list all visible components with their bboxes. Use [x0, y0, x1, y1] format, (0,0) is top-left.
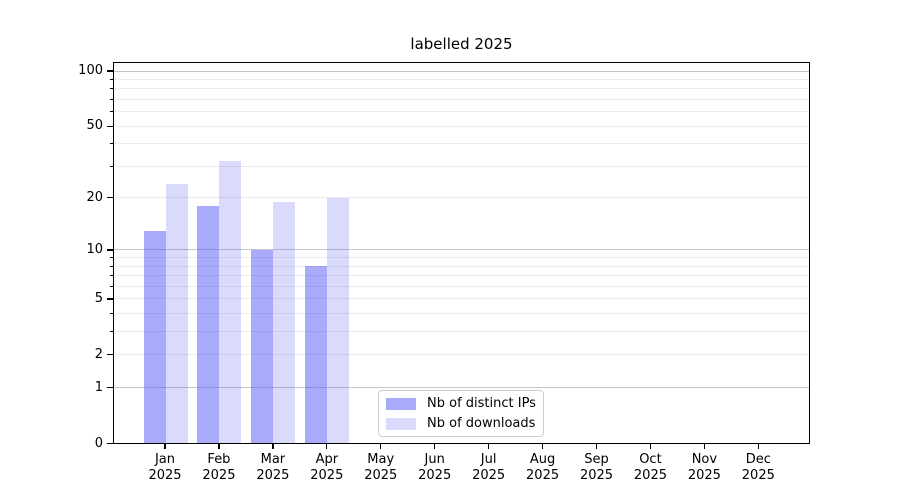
y-axis-minor-tick-2: [109, 354, 113, 356]
bar-nb-of-distinct-ips-mar-2025: [251, 250, 274, 444]
x-axis-tick-dec: [757, 443, 759, 449]
y-axis-tick-1: [107, 386, 113, 389]
legend-swatch-distinct-ips: [386, 397, 416, 410]
major-gridline-y-10: [113, 249, 810, 251]
bar-nb-of-distinct-ips-feb-2025: [197, 205, 220, 444]
y-axis-minor-tick-8: [109, 265, 113, 267]
y-axis-minor-tick-5: [109, 298, 113, 300]
legend-entry-downloads: Nb of downloads: [386, 416, 536, 431]
x-axis-tick-label-jan: Jan 2025: [148, 451, 182, 484]
x-axis-tick-label-apr: Apr 2025: [310, 451, 344, 484]
y-axis-minor-tick-20: [109, 197, 113, 199]
x-axis-tick-sep: [595, 443, 598, 449]
y-axis-tick-10: [107, 249, 113, 251]
x-axis-tick-label-aug: Aug 2025: [526, 451, 560, 484]
y-axis-minor-tick-9: [109, 257, 113, 259]
x-axis-tick-jun: [434, 443, 436, 449]
minor-gridline-y-3: [113, 331, 810, 333]
minor-gridline-y-50: [113, 125, 810, 127]
bar-nb-of-downloads-apr-2025: [327, 197, 350, 444]
y-axis-minor-tick-70: [109, 99, 113, 100]
y-axis-minor-tick-4: [109, 313, 113, 315]
bar-nb-of-distinct-ips-jan-2025: [143, 230, 166, 444]
bar-nb-of-downloads-feb-2025: [219, 161, 242, 444]
x-axis-tick-may: [380, 443, 382, 449]
x-axis-tick-feb: [218, 443, 220, 449]
legend-swatch-downloads: [386, 417, 416, 430]
minor-gridline-y-30: [113, 165, 810, 167]
y-axis-minor-tick-7: [109, 275, 113, 277]
major-gridline-y-100: [113, 70, 810, 72]
x-axis-tick-label-mar: Mar 2025: [256, 451, 290, 484]
x-axis-tick-nov: [703, 443, 706, 449]
x-axis-tick-label-dec: Dec 2025: [741, 451, 775, 484]
y-axis-tick-label-100: 100: [78, 63, 103, 79]
y-axis-tick-0: [107, 442, 113, 445]
legend-label-downloads: Nb of downloads: [427, 416, 536, 431]
y-axis-tick-label-50: 50: [86, 118, 103, 134]
y-axis-minor-tick-3: [109, 331, 113, 333]
x-axis-tick-oct: [649, 443, 652, 449]
minor-gridline-y-8: [113, 265, 810, 267]
y-axis-minor-tick-40: [109, 143, 113, 145]
bar-nb-of-distinct-ips-apr-2025: [305, 266, 328, 444]
y-axis-tick-label-1: 1: [94, 379, 103, 395]
y-axis-tick-label-0: 0: [94, 435, 103, 451]
minor-gridline-y-5: [113, 298, 810, 300]
x-axis-tick-label-may: May 2025: [364, 451, 398, 484]
minor-gridline-y-2: [113, 354, 810, 356]
minor-gridline-y-60: [113, 111, 810, 113]
y-axis-minor-tick-60: [109, 111, 113, 113]
x-axis-tick-jan: [164, 443, 166, 449]
x-axis-tick-label-sep: Sep 2025: [579, 451, 614, 484]
y-axis-minor-tick-50: [109, 125, 113, 127]
x-axis-tick-label-oct: Oct 2025: [633, 451, 667, 484]
y-axis-minor-tick-80: [109, 88, 113, 90]
minor-gridline-y-20: [113, 197, 810, 199]
y-axis-tick-label-2: 2: [94, 346, 103, 362]
y-axis-minor-tick-30: [109, 165, 113, 167]
y-axis-tick-label-10: 10: [86, 241, 103, 257]
minor-gridline-y-9: [113, 257, 810, 259]
x-axis-tick-label-nov: Nov 2025: [687, 451, 721, 484]
bar-nb-of-downloads-mar-2025: [273, 201, 296, 444]
legend-entry-distinct-ips: Nb of distinct IPs: [386, 396, 536, 411]
bar-nb-of-downloads-jan-2025: [165, 183, 188, 444]
x-axis-tick-jul: [487, 443, 490, 449]
legend-label-distinct-ips: Nb of distinct IPs: [427, 396, 536, 411]
minor-gridline-y-6: [113, 285, 810, 287]
y-axis-tick-label-5: 5: [94, 290, 103, 306]
x-axis-tick-label-feb: Feb 2025: [202, 451, 236, 484]
legend: Nb of distinct IPs Nb of downloads: [378, 390, 544, 437]
minor-gridline-y-80: [113, 88, 810, 90]
x-axis-tick-apr: [326, 443, 328, 449]
x-axis-tick-label-jul: Jul 2025: [472, 451, 506, 484]
y-axis-tick-label-20: 20: [86, 189, 103, 205]
chart-title: labelled 2025: [410, 35, 513, 53]
y-axis-tick-100: [107, 70, 113, 72]
y-axis-minor-tick-6: [109, 285, 113, 287]
major-gridline-y-1: [113, 387, 810, 389]
minor-gridline-y-90: [113, 78, 810, 80]
minor-gridline-y-40: [113, 143, 810, 145]
y-axis-minor-tick-90: [109, 78, 113, 80]
minor-gridline-y-7: [113, 275, 810, 277]
x-axis-tick-mar: [272, 443, 274, 449]
x-axis-tick-aug: [541, 443, 544, 449]
minor-gridline-y-4: [113, 313, 810, 315]
x-axis-tick-label-jun: Jun 2025: [418, 451, 452, 484]
minor-gridline-y-70: [113, 99, 810, 100]
